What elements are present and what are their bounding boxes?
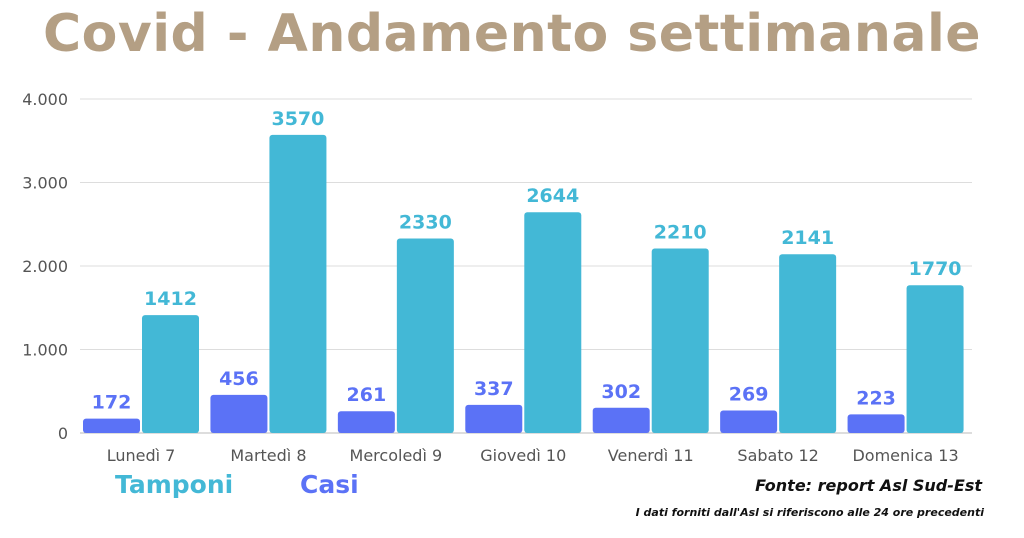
- data-label-tamponi: 2644: [526, 185, 579, 207]
- legend-tamponi: Tamponi: [115, 470, 234, 499]
- x-tick-label: Venerdì 11: [608, 446, 694, 465]
- bar-casi: [465, 404, 523, 433]
- bar-casi: [592, 407, 650, 433]
- data-label-casi: 337: [474, 378, 514, 400]
- data-label-casi: 456: [219, 368, 259, 390]
- data-label-tamponi: 1412: [144, 288, 197, 310]
- x-tick-label: Sabato 12: [737, 446, 818, 465]
- data-label-tamponi: 2210: [654, 221, 707, 243]
- data-label-tamponi: 2330: [399, 211, 452, 233]
- bar-tamponi: [142, 315, 199, 433]
- bar-tamponi: [779, 254, 837, 433]
- bar-tamponi: [396, 238, 454, 433]
- data-label-casi: 302: [601, 381, 641, 403]
- data-label-tamponi: 2141: [781, 227, 834, 249]
- data-label-casi: 261: [347, 384, 387, 406]
- bar-casi: [337, 411, 395, 433]
- y-tick-label: 0: [58, 424, 68, 443]
- bar-tamponi: [906, 285, 964, 433]
- legend-casi: Casi: [300, 470, 359, 499]
- bar-casi: [720, 410, 778, 433]
- y-tick-label: 4.000: [22, 90, 68, 109]
- bar-tamponi: [524, 212, 582, 433]
- data-label-casi: 223: [856, 387, 896, 409]
- data-note: I dati forniti dall'Asl si riferiscono a…: [635, 506, 984, 519]
- y-tick-label: 3.000: [22, 174, 68, 193]
- bar-casi: [210, 394, 268, 433]
- y-tick-label: 2.000: [22, 257, 68, 276]
- bar-tamponi: [651, 248, 709, 433]
- x-tick-label: Lunedì 7: [107, 446, 176, 465]
- data-label-tamponi: 1770: [909, 258, 962, 280]
- y-tick-label: 1.000: [22, 341, 68, 360]
- data-label-tamponi: 3570: [271, 108, 324, 130]
- x-tick-label: Martedì 8: [230, 446, 306, 465]
- bar-tamponi: [269, 134, 327, 433]
- data-label-casi: 269: [729, 384, 769, 406]
- bar-casi: [847, 414, 905, 433]
- bar-casi: [83, 418, 140, 433]
- x-tick-label: Mercoledì 9: [350, 446, 443, 465]
- chart-title: Covid - Andamento settimanale: [42, 4, 982, 64]
- source-note: Fonte: report Asl Sud-Est: [755, 476, 982, 495]
- x-tick-label: Domenica 13: [852, 446, 958, 465]
- data-label-casi: 172: [92, 392, 132, 414]
- x-tick-label: Giovedì 10: [480, 446, 566, 465]
